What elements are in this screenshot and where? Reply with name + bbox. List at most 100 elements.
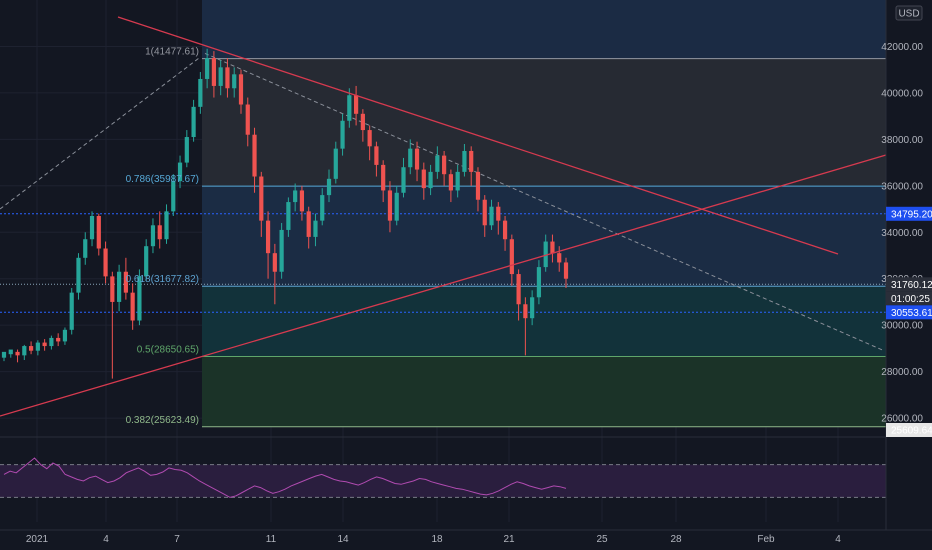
current-price-tag-text: 31760.12: [891, 280, 932, 291]
candle-body: [150, 225, 156, 247]
candle-body: [496, 206, 501, 221]
candle-body: [462, 150, 467, 172]
candle-body: [76, 257, 81, 293]
candle-body: [557, 253, 562, 263]
candle-body: [62, 329, 68, 342]
bottom-tag-box: [886, 423, 932, 437]
fibonacci-levels: [202, 58, 886, 428]
candle-body: [28, 346, 34, 351]
price-tags: 34795.20 31760.12 01:00:25 30553.61 25609.64: [886, 206, 932, 437]
candle-body: [401, 167, 406, 193]
candle-body: [333, 148, 338, 179]
candle-body: [414, 148, 420, 170]
candle-body: [279, 229, 284, 272]
candle-body: [530, 297, 535, 319]
candle-body: [509, 239, 514, 275]
ascending-trendline[interactable]: [0, 154, 887, 417]
candle-body: [543, 241, 548, 268]
candle-body: [306, 211, 311, 237]
candle-body: [225, 67, 230, 89]
candle-body: [381, 164, 386, 191]
fib-label-0.5: 0.5(28650.65): [137, 345, 199, 356]
trendlines[interactable]: [0, 16, 887, 417]
countdown-tag-text: 01:00:25: [891, 294, 930, 305]
price-tick-label: 26000.00: [881, 414, 923, 425]
countdown-tag-box: [886, 291, 932, 306]
candle-body: [387, 190, 393, 221]
candle-body: [442, 155, 447, 175]
candle-body: [1, 351, 7, 358]
time-axis[interactable]: 2021 4 7 11 14 18 21 25 28 Feb 4: [0, 529, 932, 545]
candle-body: [353, 95, 359, 114]
candle-body: [435, 155, 440, 172]
fib-zone-0.786: [202, 58, 886, 187]
fib-label-0.382: 0.382(25623.49): [126, 415, 199, 426]
candle-body: [408, 148, 413, 168]
candle-body: [238, 74, 244, 105]
candle-body: [205, 58, 210, 79]
candle-body: [293, 190, 298, 203]
support-tag-text: 30553.61: [891, 308, 932, 319]
fib-zone-0.382: [202, 356, 886, 427]
candle-body: [475, 171, 481, 200]
candlesticks: [1, 48, 569, 379]
descending-trendline[interactable]: [117, 16, 839, 255]
candle-body: [563, 262, 569, 279]
candle-body: [374, 146, 379, 165]
time-tick-label: 7: [174, 534, 180, 545]
time-tick-label: 25: [596, 534, 608, 545]
fib-zone-1: [202, 0, 886, 59]
candle-body: [326, 178, 332, 196]
time-tick-label: 4: [103, 534, 109, 545]
resistance-tag-box: [886, 206, 932, 221]
time-tick-label: 21: [503, 534, 515, 545]
time-tick-label: 14: [337, 534, 349, 545]
price-tick-label: 42000.00: [881, 42, 923, 53]
fib-label-1: 1(41477.61): [145, 47, 199, 58]
candle-body: [164, 211, 169, 240]
candle-body: [15, 351, 20, 356]
candle-body: [157, 225, 162, 240]
price-axis-background: [886, 0, 932, 550]
candle-body: [89, 216, 95, 240]
candle-body: [347, 95, 352, 121]
candle-body: [123, 271, 128, 293]
candle-body: [523, 304, 528, 319]
candle-body: [516, 274, 521, 305]
currency-box[interactable]: [895, 5, 923, 21]
candle-body: [245, 104, 250, 135]
candle-body: [137, 276, 142, 321]
price-tick-label: 30000.00: [881, 321, 923, 332]
candle-body: [171, 181, 176, 212]
fib-label-0.786: 0.786(35987.67): [126, 174, 199, 185]
candle-body: [69, 292, 74, 330]
candle-body: [536, 267, 542, 298]
candle-body: [35, 342, 40, 351]
price-axis[interactable]: 42000.00 40000.00 38000.00 36000.00 34000.00…: [881, 0, 932, 550]
candle-body: [421, 169, 426, 189]
fib-extension-dashed-line: [204, 52, 885, 352]
candle-body: [448, 174, 453, 191]
candle-body: [469, 150, 474, 172]
support-tag-box: [886, 305, 932, 320]
fib-label-0.618: 0.618(31677.82): [126, 274, 199, 285]
candle-body: [110, 276, 115, 302]
candle-body: [144, 246, 149, 277]
candle-body: [56, 337, 61, 342]
candle-body: [502, 220, 508, 240]
time-tick-label: 28: [670, 534, 682, 545]
candle-body: [489, 206, 494, 226]
time-tick-label: 4: [835, 534, 841, 545]
candle-body: [218, 67, 223, 86]
header: USD: [895, 5, 923, 21]
candle-body: [191, 106, 196, 138]
time-tick-label: Feb: [757, 534, 775, 545]
candle-body: [265, 220, 271, 254]
price-tick-label: 38000.00: [881, 135, 923, 146]
time-tick-label: 11: [266, 534, 277, 545]
price-tick-label: 34000.00: [881, 228, 923, 239]
candle-body: [130, 292, 135, 321]
candle-body: [198, 78, 203, 107]
candle-body: [211, 58, 217, 86]
